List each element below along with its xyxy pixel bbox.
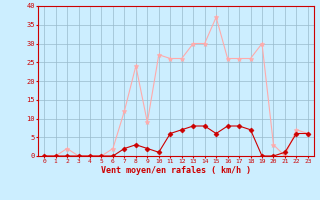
X-axis label: Vent moyen/en rafales ( km/h ): Vent moyen/en rafales ( km/h ) xyxy=(101,166,251,175)
